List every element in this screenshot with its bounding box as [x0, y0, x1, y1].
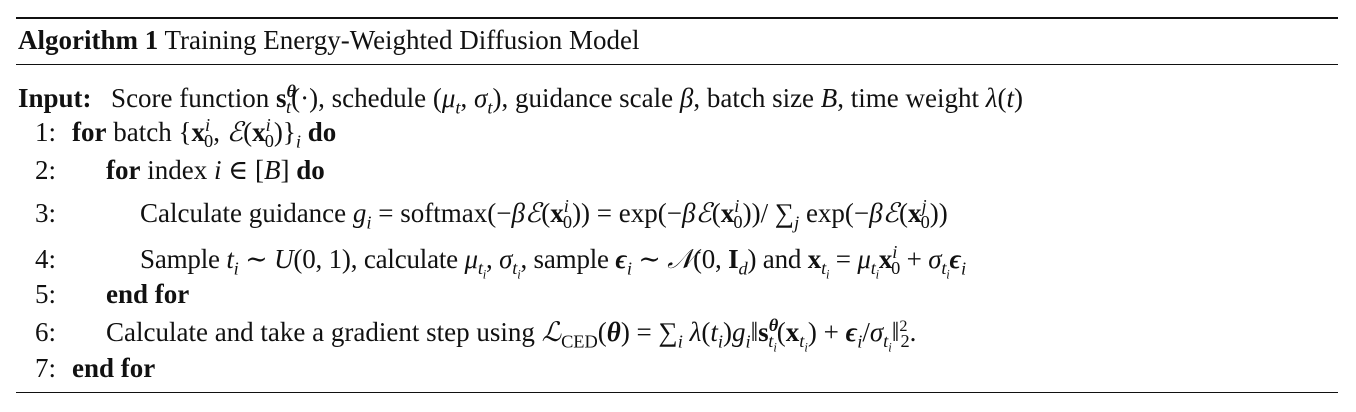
input-text-batch: , batch size — [693, 83, 815, 113]
line-number: 4: — [34, 244, 56, 274]
line-number: 7: — [34, 353, 56, 383]
caption-rule — [16, 64, 1338, 65]
beta-math: β — [679, 83, 694, 113]
input-text-guidance: , guidance scale — [501, 83, 674, 113]
guidance-formula-math: gi = softmax(−βℰ(xi0)) = exp(−βℰ(xi0))/ … — [352, 196, 948, 233]
keyword-for: for — [106, 155, 141, 185]
top-rule — [16, 17, 1338, 19]
batch-size-math: B — [820, 83, 838, 113]
input-text-schedule: , schedule — [318, 83, 427, 113]
line-text: Calculate and take a gradient step using — [106, 317, 535, 347]
line-number: 3: — [34, 198, 56, 228]
time-weight-math: λ(t) — [985, 83, 1023, 113]
schedule-math: (μt, σt) — [432, 83, 502, 118]
algorithm-block: Algorithm 1 Training Energy-Weighted Dif… — [16, 0, 1338, 412]
line-text: , calculate — [350, 244, 458, 274]
input-text-prefix: Score function — [111, 83, 270, 113]
line-number: 1: — [34, 117, 56, 147]
score-function-math: sθt(·) — [276, 81, 319, 118]
time-sample-math: ti ∼ U(0, 1) — [226, 244, 351, 279]
loss-formula-math: ℒCED(θ) = ∑i λ(ti)gi‖sθti(xti) + ϵi/σti‖… — [541, 315, 917, 356]
schedule-at-t-math: μti, σti — [464, 244, 521, 283]
line-number: 2: — [34, 155, 56, 185]
keyword-do: do — [296, 155, 325, 185]
keyword-for: for — [72, 117, 107, 147]
keyword-end-for: end for — [106, 279, 190, 309]
keyword-end-for: end for — [72, 353, 156, 383]
line-text: and — [762, 244, 802, 274]
line-text: Calculate guidance — [140, 198, 347, 228]
line-text: Sample — [140, 244, 220, 274]
line-text: , sample — [520, 244, 609, 274]
input-label: Input: — [18, 83, 92, 113]
algorithm-caption: Algorithm 1 Training Energy-Weighted Dif… — [18, 24, 640, 56]
algorithm-label: Algorithm 1 — [18, 25, 159, 55]
noise-sample-math: ϵi ∼ 𝒩(0, Id) — [615, 244, 757, 279]
algorithm-title: Training Energy-Weighted Diffusion Model — [164, 25, 640, 55]
bottom-rule — [16, 392, 1338, 393]
forward-process-math: xti = μtixi0 + σtiϵi — [807, 242, 966, 283]
batch-set-math: {xi0, ℰ(xi0)}i — [178, 115, 301, 152]
keyword-do: do — [307, 117, 337, 147]
line-text: index — [147, 155, 208, 185]
line-number: 5: — [34, 279, 56, 309]
index-range-math: i ∈ [B] — [213, 155, 290, 185]
input-line: Input: Score function sθt(·), schedule (… — [18, 81, 1023, 118]
input-text-time: , time weight — [837, 83, 980, 113]
line-text: batch — [113, 117, 172, 147]
line-number: 6: — [34, 317, 56, 347]
